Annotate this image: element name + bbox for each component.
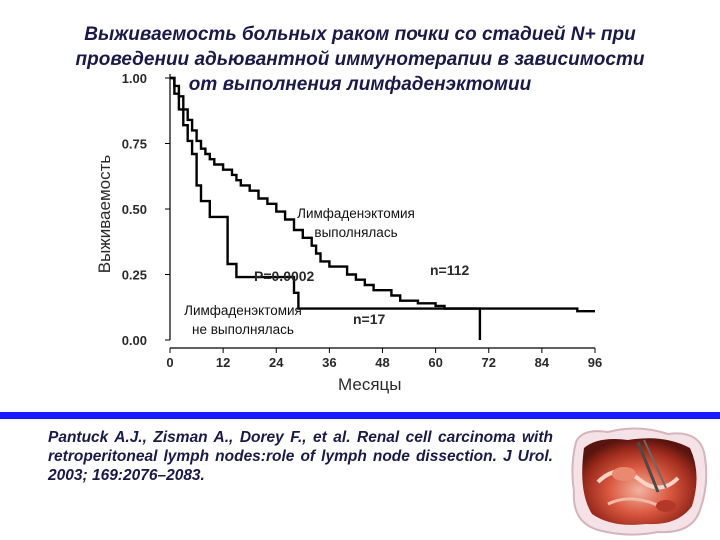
series-1-annotation-line-2: выполнялась: [314, 225, 397, 240]
y-tick-label: 1.00: [122, 71, 147, 86]
x-tick-label: 12: [216, 355, 230, 370]
series-line-2: [170, 76, 482, 340]
x-tick-label: 96: [588, 355, 602, 370]
title-line-1: Выживаемость больных раком почки со стад…: [84, 24, 636, 45]
title-line-2: проведении адьювантной иммунотерапии в з…: [75, 49, 645, 70]
slide-title: Выживаемость больных раком почки со стад…: [40, 22, 680, 97]
x-tick-label: 36: [322, 355, 336, 370]
divider-bar: [0, 412, 720, 419]
y-tick-label: 0.50: [122, 202, 147, 217]
survival-chart: 0.00 0.25 0.50 0.75 1.00 0 12 24 36 48 60 72 84 96 Мес…: [95, 71, 602, 394]
citation-text: Pantuck A.J., Zisman A., Dorey F., et al…: [48, 429, 553, 484]
chart-series-layer: [170, 76, 595, 340]
title-line-3: от выполнения лимфаденэктомии: [188, 74, 532, 95]
x-tick-label: 84: [535, 355, 550, 370]
x-tick-label: 0: [166, 355, 173, 370]
series-line-1: [170, 76, 595, 313]
series-2-annotation-line-2: не выполнялась: [192, 322, 294, 337]
x-tick-label: 60: [428, 355, 442, 370]
x-tick-label: 24: [269, 355, 284, 370]
series-2-n-label: n=17: [353, 311, 386, 327]
chart-axes: 0.00 0.25 0.50 0.75 1.00 0 12 24 36 48 60 72 84 96 Мес…: [95, 71, 602, 394]
surgery-photo: [571, 427, 708, 536]
series-1-annotation-line-1: Лимфаденэктомия: [297, 206, 415, 221]
y-tick-label: 0.75: [122, 137, 147, 152]
x-tick-label: 72: [482, 355, 496, 370]
x-tick-label: 48: [375, 355, 389, 370]
x-axis-label: Месяцы: [338, 375, 401, 394]
y-axis-label: Выживаемость: [95, 155, 114, 274]
y-tick-label: 0.00: [122, 333, 147, 348]
p-value-annotation: P=0.0002: [254, 268, 315, 284]
chart-label-layer: Лимфаденэктомия выполнялась Лимфаденэктоми…: [184, 206, 469, 337]
series-1-n-label: n=112: [430, 262, 470, 278]
y-tick-label: 0.25: [122, 268, 147, 283]
series-2-annotation-line-1: Лимфаденэктомия: [184, 303, 302, 318]
